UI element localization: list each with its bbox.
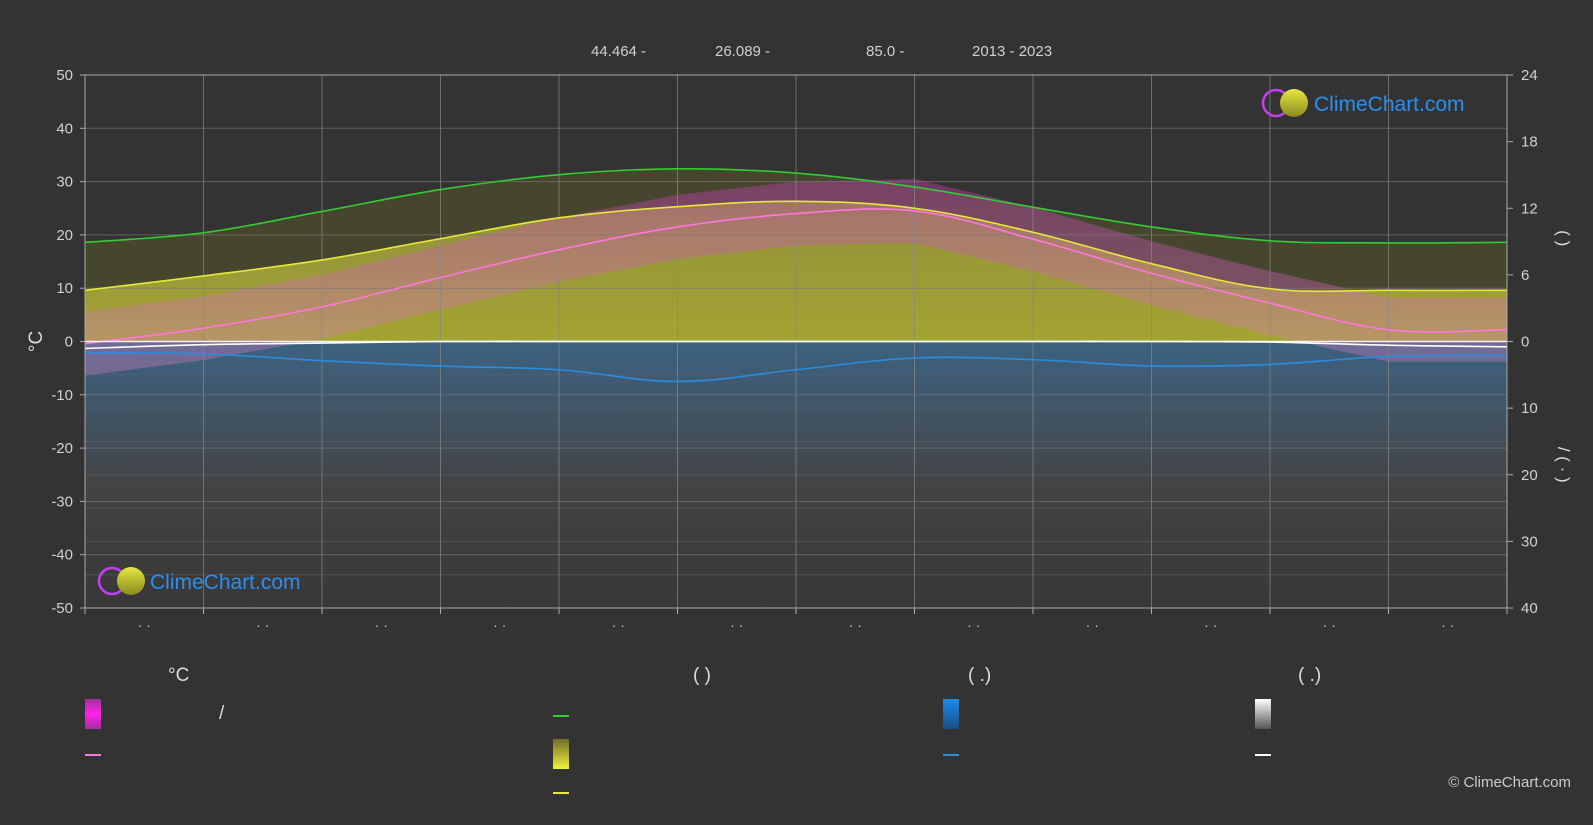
legend-snow-heading: ( .) [1298,665,1322,686]
x-tick-label: · · [612,617,625,633]
y-tick-right-top: 6 [1521,267,1529,284]
y-tick-left: -30 [51,493,73,510]
series-line-sunshine [84,200,1508,293]
y-tick-left: 20 [56,227,73,244]
copyright: © ClimeChart.com [1448,774,1571,791]
y-tick-left: 50 [56,67,73,84]
x-tick-label: · · [256,617,269,633]
y-tick-right-top: 0 [1521,334,1529,351]
y-tick-left: -10 [51,387,73,404]
y-tick-left: 0 [65,334,73,351]
x-tick-label: · · [375,617,388,633]
logo-sun-icon [1280,89,1308,117]
legend-sunshine-swatch [553,739,569,769]
y-tick-right-top: 18 [1521,134,1538,151]
legend-rain-heading: ( .) [968,665,992,686]
y-tick-right-bottom: 10 [1521,400,1538,417]
y-tick-left: 40 [56,120,73,137]
y-tick-left: 10 [56,280,73,297]
x-tick-label: · · [138,617,151,633]
y-tick-right-bottom: 20 [1521,467,1538,484]
y-tick-right-bottom: 30 [1521,533,1538,550]
y-axis-title-right-top: ( ) [1554,230,1573,246]
year-range-label: 2013 - 2023 [972,43,1053,60]
longitude-label: 26.089 - [715,43,771,60]
y-axis-title-right-bottom: / ( · ) [1554,447,1573,483]
x-tick-label: · · [967,617,980,633]
brand-logo-bottom: ClimeChart.com [97,566,301,596]
logo-sun-icon [117,567,145,595]
y-tick-left: -20 [51,440,73,457]
latitude-label: 44.464 - [591,43,647,60]
legend-temp-mean-line [85,754,101,756]
y-tick-right-top: 12 [1521,200,1538,217]
series-line-daylight [84,167,1508,244]
y-tick-left: 30 [56,174,73,191]
legend-temp-range-swatch [85,699,101,729]
brand-logo-top: ClimeChart.com [1261,88,1465,118]
legend-rain-swatch [943,699,959,729]
legend-sunshine-line [553,792,569,794]
legend-snow-swatch [1255,699,1271,729]
x-tick-label: · · [730,617,743,633]
series-line-precip [84,351,1508,383]
series-line-temp [84,208,1508,345]
y-tick-left: -40 [51,547,73,564]
x-tick-label: · · [493,617,506,633]
legend-temp-heading: °C [168,665,190,686]
y-axis-title-left: °C [26,331,47,352]
elevation-label: 85.0 - [866,43,905,60]
x-tick-label: · · [1086,617,1099,633]
x-tick-label: · · [1323,617,1336,633]
y-tick-left: -50 [51,600,73,617]
x-tick-label: · · [1441,617,1454,633]
legend-rain-line [943,754,959,756]
brand-text-top: ClimeChart.com [1314,93,1465,116]
legend-snow-line [1255,754,1271,756]
y-tick-right-bottom: 40 [1521,600,1538,617]
legend-sun-heading: ( ) [693,665,711,686]
brand-text-bottom: ClimeChart.com [150,571,301,594]
legend-temp-range-sep: / [219,703,225,724]
y-tick-right-top: 24 [1521,67,1538,84]
x-tick-label: · · [849,617,862,633]
legend-daylight-line [553,715,569,717]
x-tick-label: · · [1204,617,1217,633]
